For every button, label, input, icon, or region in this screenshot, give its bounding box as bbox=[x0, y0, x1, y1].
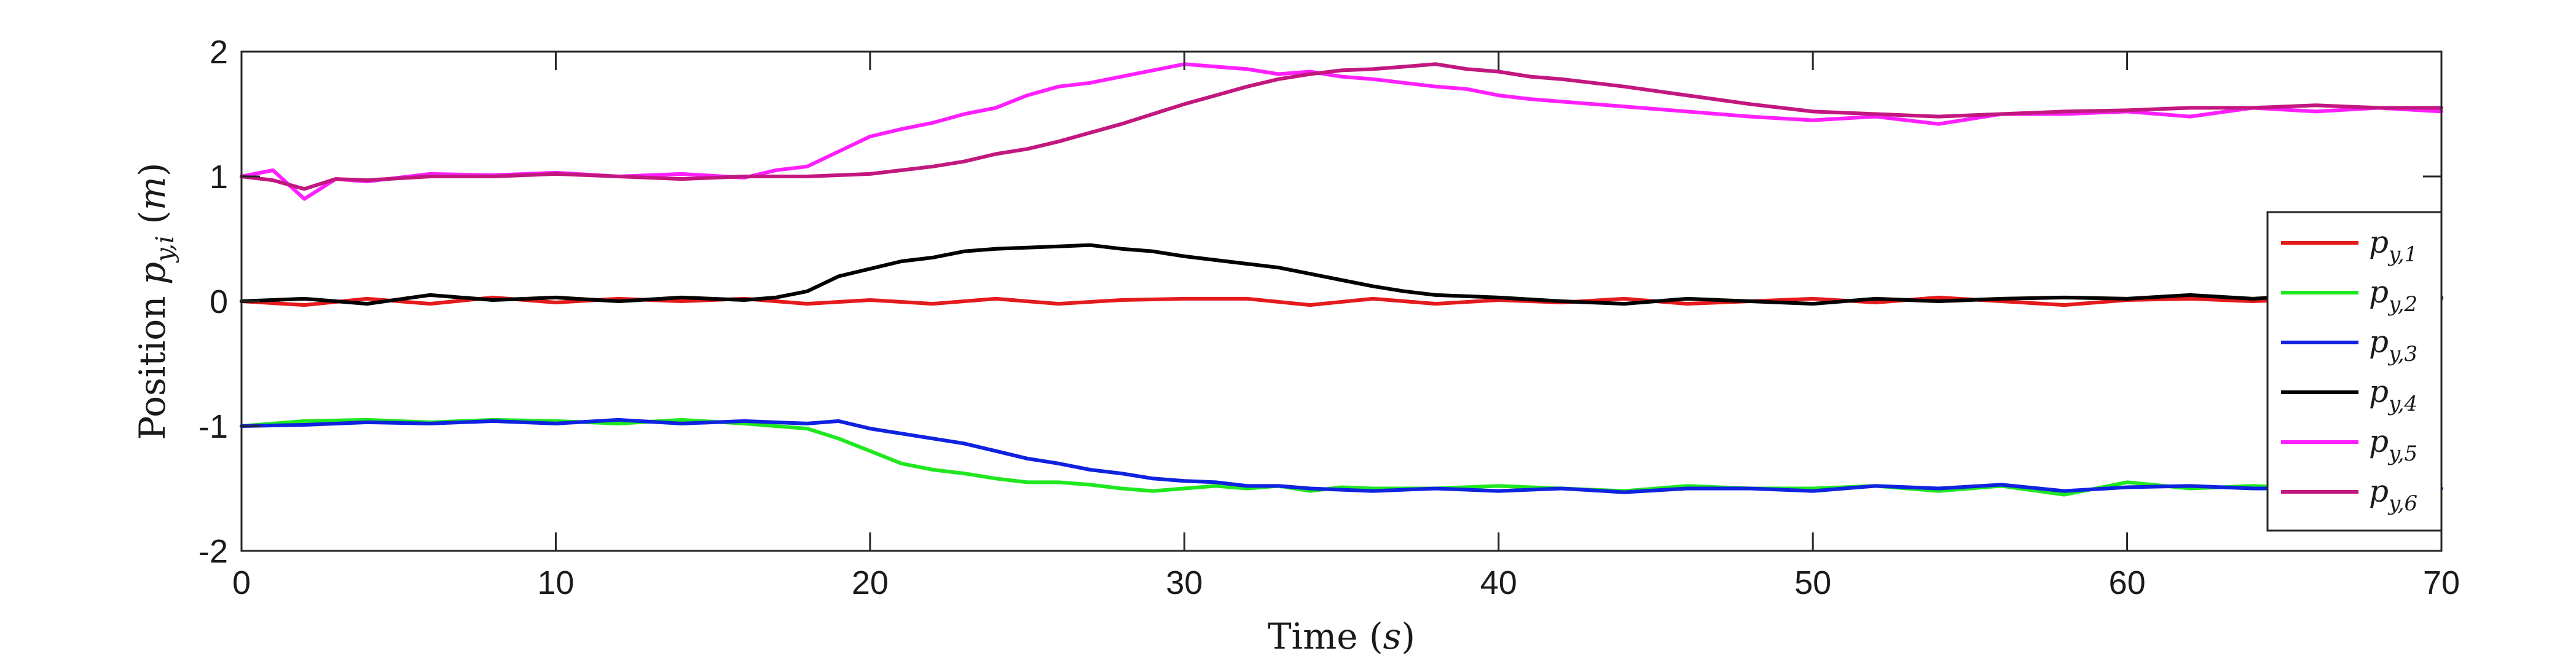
x-axis-title: Time (s) bbox=[1268, 615, 1415, 657]
legend-label-2: py,2 bbox=[2369, 274, 2417, 317]
y-tick-label: -1 bbox=[198, 408, 228, 445]
series-layer bbox=[240, 62, 2443, 497]
x-tick-label: 60 bbox=[2109, 564, 2146, 601]
legend-label-4: py,4 bbox=[2369, 374, 2417, 416]
legend-label-3: py,3 bbox=[2369, 324, 2417, 366]
legend-label-5: py,5 bbox=[2369, 424, 2417, 466]
ticks-layer: 0 10 20 30 40 50 60 70 -2 -1 0 1 2 bbox=[198, 34, 2460, 601]
series-line-4 bbox=[240, 243, 2443, 306]
series-line-3 bbox=[240, 417, 2443, 494]
y-tick-label: 1 bbox=[210, 159, 228, 196]
series-line-6 bbox=[240, 62, 2443, 191]
x-tick-label: 0 bbox=[232, 564, 251, 601]
y-tick-label: 0 bbox=[210, 283, 228, 320]
y-axis-title: Position py,i (m) bbox=[132, 162, 179, 440]
x-tick-label: 40 bbox=[1480, 564, 1517, 601]
y-tick-label: -2 bbox=[198, 533, 228, 570]
x-tick-label: 70 bbox=[2423, 564, 2460, 601]
x-tick-label: 30 bbox=[1166, 564, 1203, 601]
x-tick-label: 10 bbox=[537, 564, 574, 601]
legend-box bbox=[2266, 211, 2443, 532]
y-tick-label: 2 bbox=[210, 34, 228, 71]
legend-label-1: py,1 bbox=[2369, 224, 2417, 267]
legend-label-6: py,6 bbox=[2369, 473, 2417, 516]
x-tick-label: 20 bbox=[852, 564, 889, 601]
x-tick-label: 50 bbox=[1794, 564, 1831, 601]
legend: py,1 py,2 py,3 py,4 py,5 py,6 bbox=[2266, 211, 2443, 532]
